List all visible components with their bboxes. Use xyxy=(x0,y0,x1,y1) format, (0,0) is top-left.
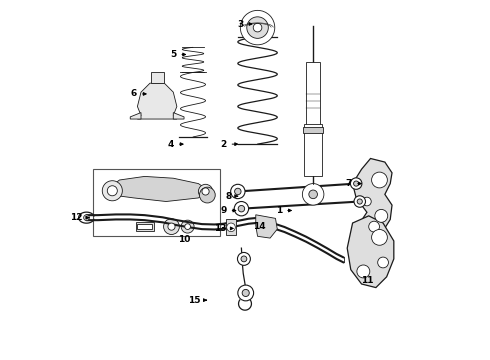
Circle shape xyxy=(247,17,269,39)
Circle shape xyxy=(242,289,249,297)
Bar xyxy=(303,127,323,134)
Text: 11: 11 xyxy=(361,276,373,285)
Circle shape xyxy=(241,256,247,262)
Circle shape xyxy=(227,223,235,231)
Bar xyxy=(304,125,322,176)
Circle shape xyxy=(185,224,191,229)
Circle shape xyxy=(238,285,254,301)
Circle shape xyxy=(238,206,245,212)
Circle shape xyxy=(375,210,388,222)
Circle shape xyxy=(102,181,122,201)
Polygon shape xyxy=(105,176,209,202)
Bar xyxy=(137,224,152,229)
Circle shape xyxy=(354,196,366,207)
Circle shape xyxy=(235,188,241,195)
Text: 8: 8 xyxy=(226,192,238,201)
Text: 15: 15 xyxy=(188,296,206,305)
Text: 4: 4 xyxy=(168,140,183,149)
Circle shape xyxy=(354,181,359,186)
Bar xyxy=(136,222,153,231)
Text: 14: 14 xyxy=(253,222,266,231)
Circle shape xyxy=(302,184,324,205)
Polygon shape xyxy=(173,113,184,119)
Circle shape xyxy=(357,199,362,204)
Text: 7: 7 xyxy=(346,179,361,188)
Circle shape xyxy=(168,223,175,230)
Circle shape xyxy=(357,265,370,278)
Circle shape xyxy=(164,219,179,234)
Text: 9: 9 xyxy=(220,206,236,215)
Text: 2: 2 xyxy=(220,140,238,149)
Circle shape xyxy=(234,202,248,216)
Bar xyxy=(151,72,164,83)
Bar xyxy=(306,62,320,126)
Text: 3: 3 xyxy=(238,19,252,28)
Text: 13: 13 xyxy=(214,224,233,233)
Circle shape xyxy=(84,215,89,221)
Circle shape xyxy=(350,178,362,189)
Polygon shape xyxy=(353,158,392,241)
Circle shape xyxy=(363,197,371,206)
Circle shape xyxy=(378,257,389,268)
Circle shape xyxy=(198,184,213,199)
Circle shape xyxy=(181,220,194,233)
Polygon shape xyxy=(137,83,177,119)
Circle shape xyxy=(107,186,117,196)
Polygon shape xyxy=(130,113,141,119)
Text: 6: 6 xyxy=(131,89,146,98)
Bar xyxy=(93,169,220,235)
Circle shape xyxy=(238,252,250,265)
Circle shape xyxy=(309,190,318,199)
Circle shape xyxy=(240,10,275,45)
Text: 10: 10 xyxy=(178,235,190,244)
Circle shape xyxy=(371,172,388,188)
Polygon shape xyxy=(256,215,277,238)
Circle shape xyxy=(368,221,379,232)
Circle shape xyxy=(202,188,209,195)
Circle shape xyxy=(199,187,215,203)
Circle shape xyxy=(371,229,388,245)
Circle shape xyxy=(253,23,262,32)
Text: 5: 5 xyxy=(170,50,186,59)
Polygon shape xyxy=(347,216,394,288)
Text: 1: 1 xyxy=(276,206,292,215)
Bar xyxy=(226,220,236,234)
Circle shape xyxy=(231,184,245,199)
Text: 12: 12 xyxy=(70,213,89,222)
